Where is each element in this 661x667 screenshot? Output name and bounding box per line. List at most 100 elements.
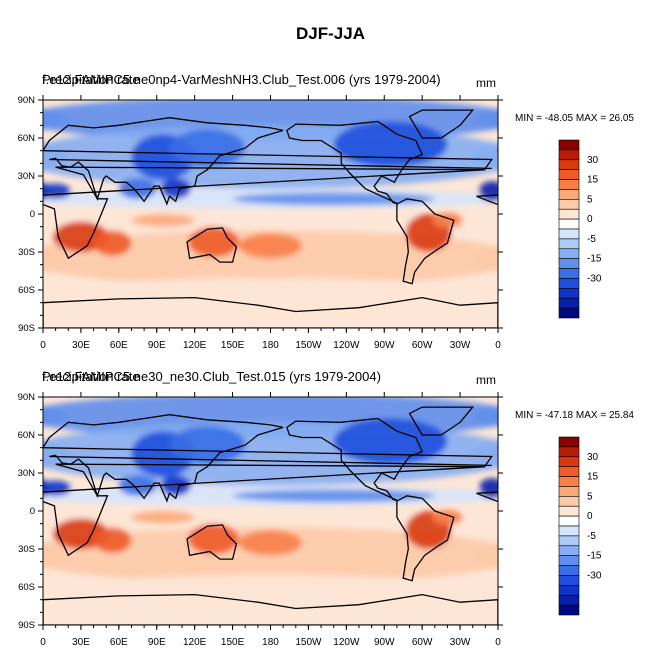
y-tick-label: 0 xyxy=(30,506,35,517)
anomaly-region xyxy=(131,511,194,524)
colorbar-swatch xyxy=(559,278,579,288)
anomaly-region xyxy=(0,213,8,228)
colorbar-swatch xyxy=(559,556,579,566)
y-tick-label: 60N xyxy=(18,133,36,144)
colorbar-label: 15 xyxy=(587,472,599,483)
coastline xyxy=(0,415,37,501)
colorbar-swatch xyxy=(559,239,579,249)
colorbar-swatch xyxy=(559,229,579,239)
anomaly-region xyxy=(586,214,649,227)
colorbar-swatch xyxy=(559,477,579,487)
anomaly-region xyxy=(473,393,661,439)
anomaly-region xyxy=(495,184,525,199)
anomaly-region xyxy=(169,426,245,464)
anomaly-region xyxy=(233,192,435,205)
map-panel-top: Precipitation rate f.e12.FAMIPC5.ne0np4-… xyxy=(0,70,661,370)
anomaly-region xyxy=(131,214,194,227)
x-tick-label: 0 xyxy=(495,637,501,648)
colorbar-swatch xyxy=(559,160,579,170)
x-tick-label: 60E xyxy=(110,340,128,351)
coastline xyxy=(498,298,661,328)
colorbar-swatch xyxy=(559,437,579,447)
anomaly-region xyxy=(233,489,435,502)
anomaly-region xyxy=(616,179,646,199)
anomaly-region xyxy=(643,227,661,257)
anomaly-region xyxy=(40,481,70,496)
anomaly-region xyxy=(40,184,70,199)
colorbar-swatch xyxy=(559,486,579,496)
colorbar-swatch xyxy=(559,298,579,308)
colorbar-swatch xyxy=(559,575,579,585)
colorbar-swatch xyxy=(559,189,579,199)
y-tick-label: 60S xyxy=(18,582,35,593)
anomaly-region xyxy=(643,524,661,554)
anomaly-region xyxy=(624,426,661,464)
colorbar-label: 0 xyxy=(587,511,593,522)
colorbar-swatch xyxy=(559,308,579,318)
colorbar-swatch xyxy=(559,457,579,467)
y-tick-label: 30N xyxy=(18,171,36,182)
x-tick-label: 180 xyxy=(262,637,279,648)
y-tick-label: 90N xyxy=(18,392,36,403)
x-tick-label: 60W xyxy=(412,340,433,351)
colorbar-swatch xyxy=(559,219,579,229)
colorbar-swatch xyxy=(559,170,579,180)
colorbar-label: -30 xyxy=(587,570,602,581)
x-tick-label: 120W xyxy=(333,340,360,351)
colorbar-swatch xyxy=(559,546,579,556)
colorbar-label: -15 xyxy=(587,254,602,265)
x-tick-label: 90W xyxy=(374,637,395,648)
x-tick-label: 0 xyxy=(495,340,501,351)
coastline xyxy=(0,110,18,138)
colorbar-swatch xyxy=(559,496,579,506)
x-tick-label: 150W xyxy=(295,637,322,648)
anomaly-region xyxy=(169,129,245,167)
colorbar-label: 15 xyxy=(587,175,599,186)
x-tick-label: 150E xyxy=(221,340,245,351)
colorbar-swatch xyxy=(559,516,579,526)
colorbar-swatch xyxy=(559,566,579,576)
coastline xyxy=(498,415,661,501)
colorbar-label: 5 xyxy=(587,194,593,205)
x-tick-label: 180 xyxy=(262,340,279,351)
anomaly-region xyxy=(473,96,661,142)
colorbar-label: -15 xyxy=(587,551,602,562)
map-panel-bottom: Precipitation rate f.e12.FAMIPC5.ne30_ne… xyxy=(0,367,661,667)
x-tick-label: 90E xyxy=(148,637,166,648)
colorbar-swatch xyxy=(559,585,579,595)
x-tick-label: 120E xyxy=(183,340,207,351)
coastline xyxy=(0,118,37,204)
colorbar-swatch xyxy=(559,506,579,516)
anomaly-region xyxy=(239,530,302,555)
y-tick-label: 90N xyxy=(18,95,36,106)
x-tick-label: 0 xyxy=(40,637,46,648)
anomaly-region xyxy=(624,129,661,167)
x-tick-label: 150E xyxy=(221,637,245,648)
colorbar-swatch xyxy=(559,467,579,477)
x-tick-label: 30W xyxy=(450,637,471,648)
x-tick-label: 90W xyxy=(374,340,395,351)
colorbar-swatch xyxy=(559,199,579,209)
y-tick-label: 90S xyxy=(18,620,35,631)
coastline xyxy=(498,118,661,204)
anomaly-region xyxy=(94,230,132,255)
x-tick-label: 30E xyxy=(72,637,90,648)
y-tick-label: 90S xyxy=(18,323,35,334)
colorbar-label: 30 xyxy=(587,155,599,166)
colorbar-swatch xyxy=(559,526,579,536)
coastline xyxy=(498,595,661,625)
anomaly-region xyxy=(508,222,564,252)
x-tick-label: 90E xyxy=(148,340,166,351)
colorbar-label: -30 xyxy=(587,273,602,284)
colorbar-swatch xyxy=(559,595,579,605)
colorbar-label: 0 xyxy=(587,214,593,225)
anomaly-region xyxy=(586,511,649,524)
anomaly-region xyxy=(334,122,448,168)
colorbar-swatch xyxy=(559,249,579,259)
coastline xyxy=(642,228,661,262)
anomaly-region xyxy=(334,419,448,465)
colorbar-swatch xyxy=(559,259,579,269)
